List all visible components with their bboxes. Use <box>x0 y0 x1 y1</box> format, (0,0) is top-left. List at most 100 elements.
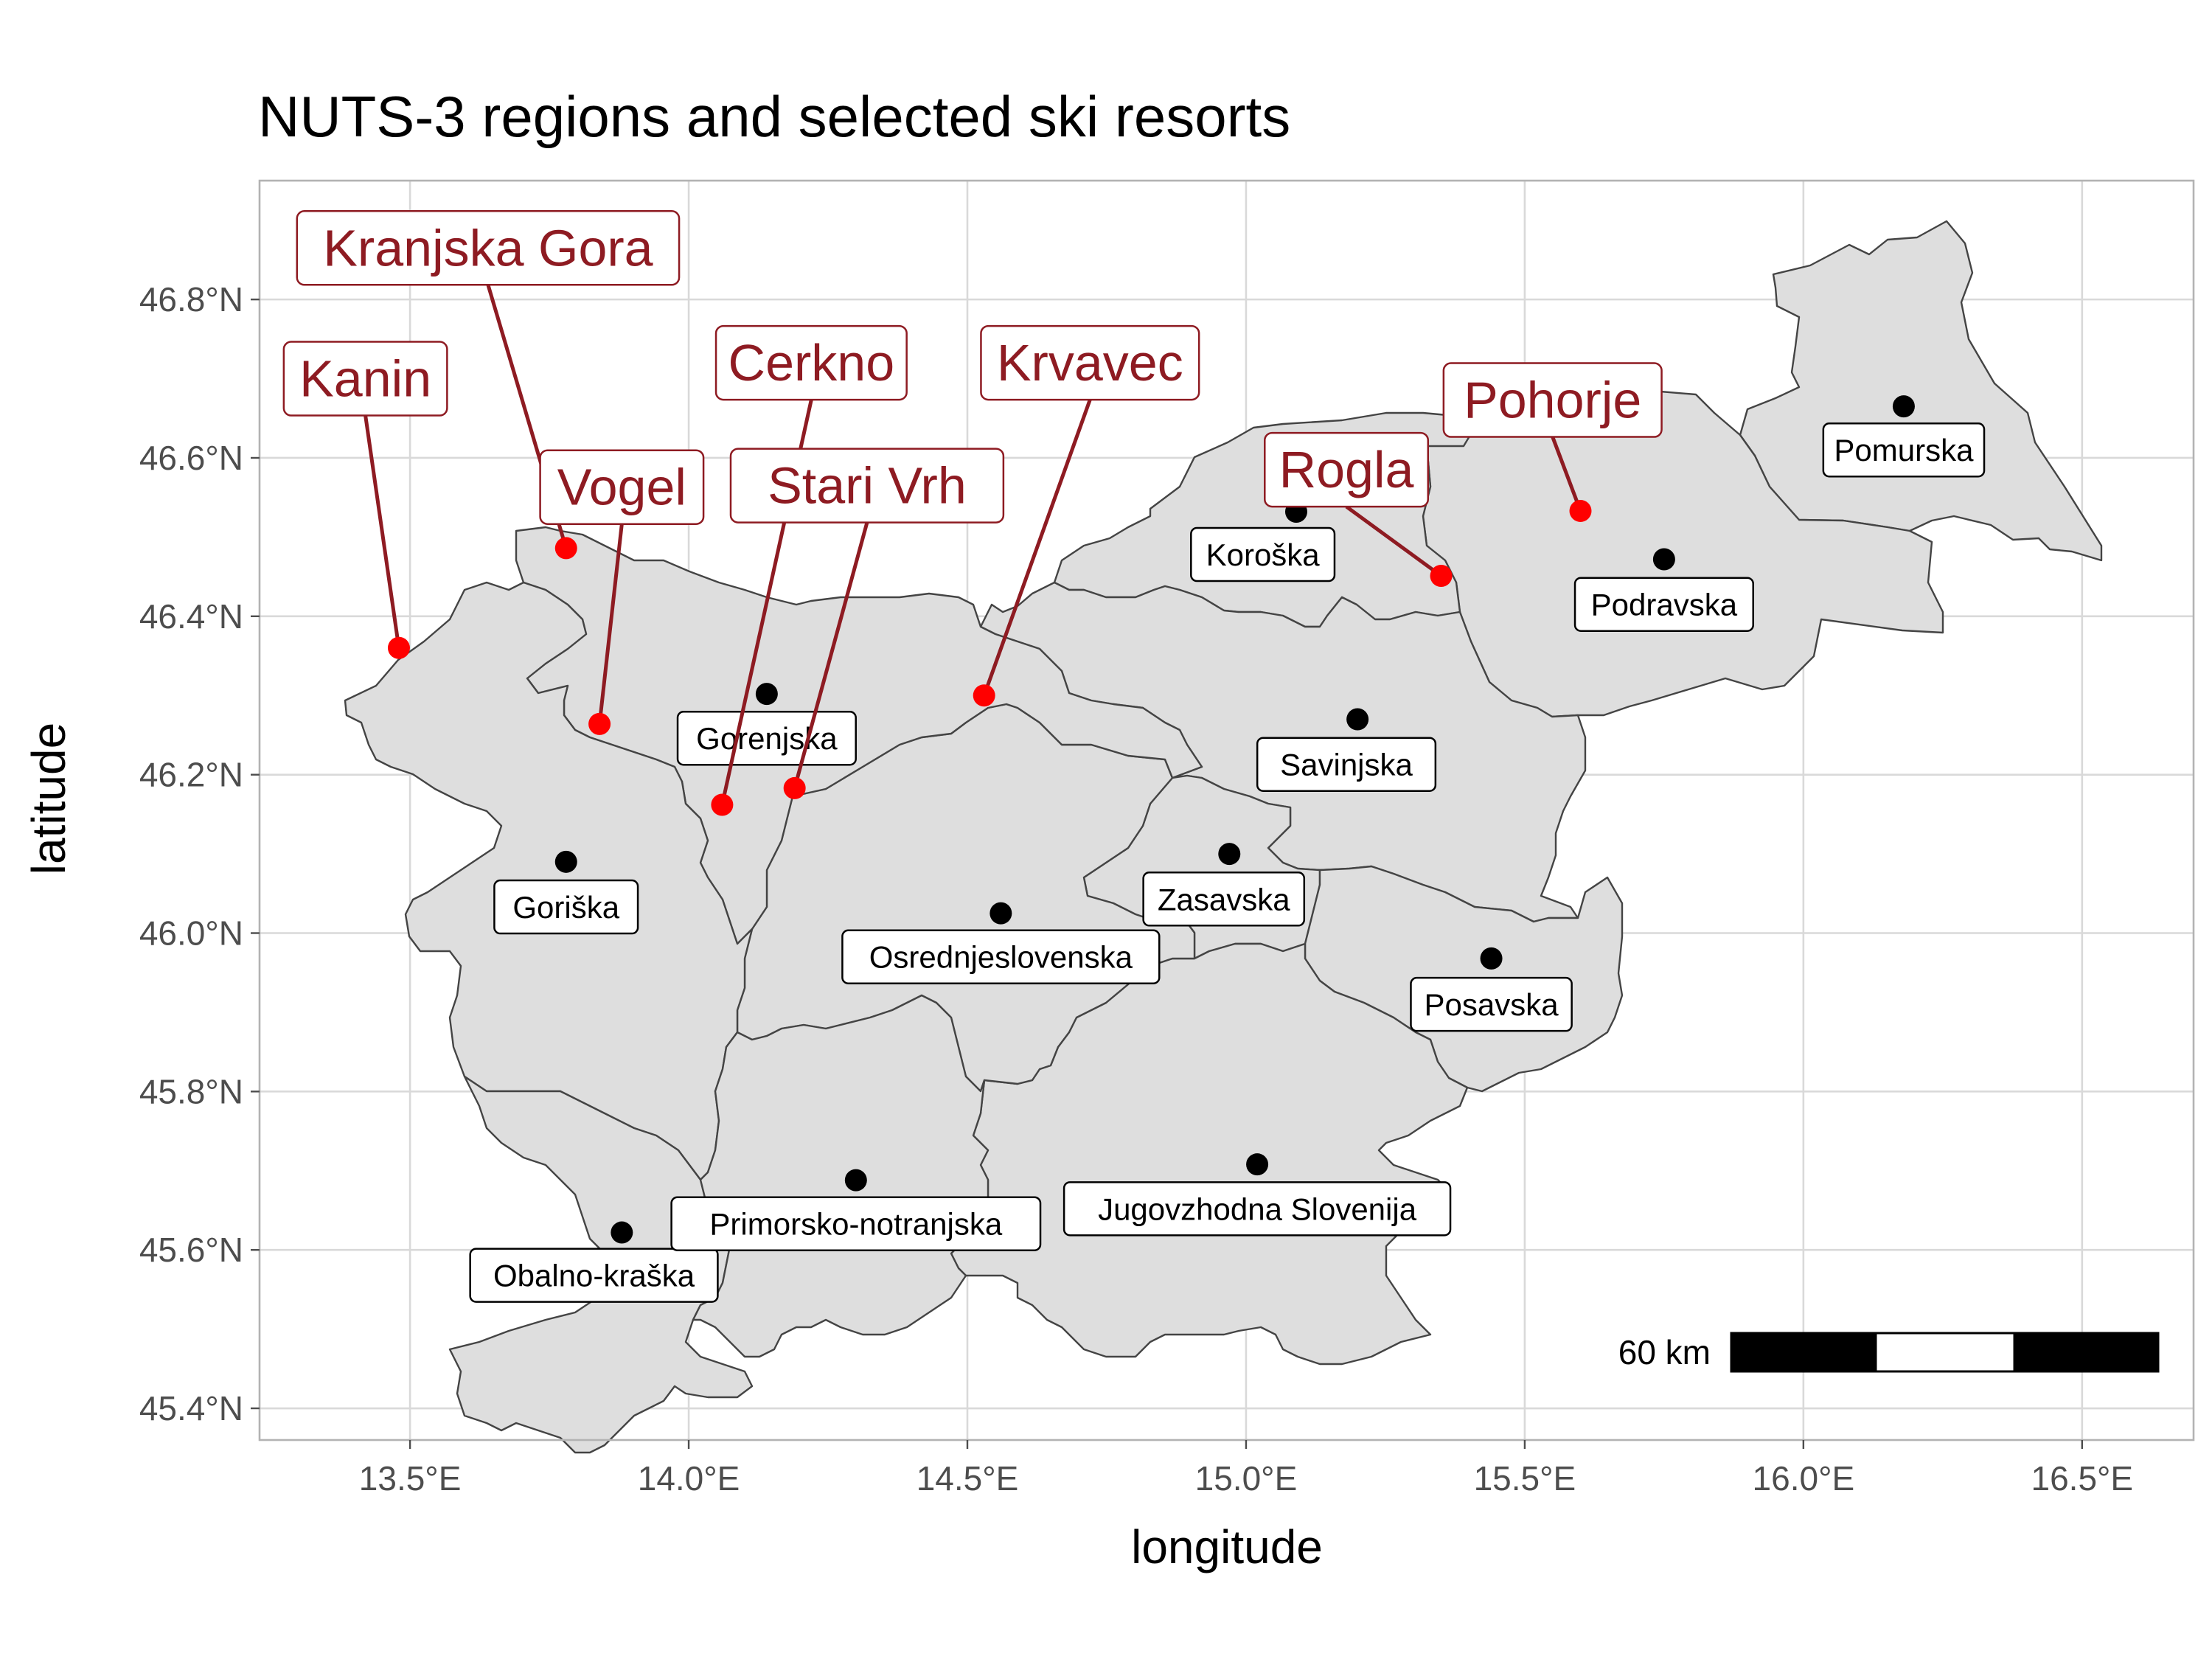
region-centroids <box>554 395 1915 1244</box>
centroid-posavska <box>1480 947 1503 970</box>
region-label-text: Jugovzhodna Slovenija <box>1098 1192 1417 1226</box>
resort-point <box>554 537 577 560</box>
y-tick-label: 46.6°N <box>139 439 243 477</box>
resort-point <box>711 793 734 816</box>
resort-connector <box>1345 505 1442 578</box>
y-tick-label: 45.8°N <box>139 1072 243 1110</box>
resort-label-box <box>539 449 705 525</box>
region-label-box <box>670 1196 1042 1251</box>
resort-connector <box>364 415 401 649</box>
resort-connector <box>982 399 1092 697</box>
resort-label-box <box>714 324 908 401</box>
region-label-text: Savinjska <box>1280 748 1413 782</box>
resort-label-box <box>729 448 1005 524</box>
resort-label-text: Kanin <box>299 350 431 408</box>
x-tick-label: 16.0°E <box>1753 1459 1855 1498</box>
resort-krvavec: Krvavec <box>973 324 1200 707</box>
x-tick-label: 14.5°E <box>917 1459 1019 1498</box>
region-label-text: Obalno-kraška <box>493 1259 695 1293</box>
region-label-box <box>1573 577 1754 632</box>
scale-bar-label: 60 km <box>1618 1333 1711 1371</box>
resort-point <box>783 776 806 799</box>
resort-point <box>588 712 611 735</box>
region-label-goriska: Goriška <box>493 879 639 935</box>
ski-resorts: Kranjska Gora Kanin Vogel Cerkno Stari Vrh Kr… <box>282 210 1663 816</box>
region-label-text: Koroška <box>1206 538 1321 572</box>
region-label-box <box>469 1248 719 1303</box>
y-tick-label: 46.4°N <box>139 597 243 636</box>
resort-label-text: Pohorje <box>1464 372 1641 429</box>
resort-connector <box>1551 436 1582 512</box>
resort-label-box <box>296 210 681 286</box>
x-axis-ticks: 13.5°E 14.0°E 14.5°E 15.0°E 15.5°E 16.0°E 16.5… <box>359 1440 2133 1498</box>
centroid-jugovzhodna-slovenija <box>1246 1153 1269 1176</box>
centroid-primorsko-notranjska <box>844 1169 867 1192</box>
region-polygons <box>344 220 2103 1454</box>
region-label-text: Pomurska <box>1834 433 1974 467</box>
resort-rogla: Rogla <box>1264 431 1453 588</box>
region-label-box <box>1822 422 1986 478</box>
region-label-text: Gorenjska <box>696 721 838 756</box>
region-label-text: Posavska <box>1425 987 1559 1022</box>
region-jugovzhodna-slovenija <box>950 942 1469 1366</box>
x-tick-label: 13.5°E <box>359 1459 462 1498</box>
resort-point <box>973 684 995 707</box>
y-tick-label: 45.4°N <box>139 1389 243 1427</box>
panel-border <box>258 179 2195 1441</box>
region-label-box <box>1142 872 1306 927</box>
centroid-savinjska <box>1346 708 1369 731</box>
y-axis-ticks: 45.4°N 45.6°N 45.8°N 46.0°N 46.2°N 46.4°N 46.6… <box>139 280 260 1427</box>
resort-label-text: Krvavec <box>997 334 1183 392</box>
y-tick-label: 45.6°N <box>139 1231 243 1269</box>
resort-vogel: Vogel <box>539 449 705 735</box>
resort-label-box <box>282 341 448 417</box>
region-label-primorsko-notranjska: Primorsko-notranjska <box>670 1196 1042 1251</box>
resort-label-text: Vogel <box>557 459 686 516</box>
resort-label-box <box>980 324 1200 401</box>
region-label-box <box>1062 1181 1452 1237</box>
centroid-osrednjeslovenska <box>990 902 1012 925</box>
region-label-box <box>1190 526 1336 582</box>
region-primorsko-notranjska <box>692 994 990 1358</box>
region-label-podravska: Podravska <box>1573 577 1754 632</box>
resort-connector <box>793 521 869 789</box>
centroid-gorenjska <box>755 683 778 706</box>
region-label-box <box>1410 976 1573 1032</box>
resort-label-box <box>1264 431 1430 508</box>
region-label-gorenjska: Gorenjska <box>676 710 857 766</box>
resort-kranjska-gora: Kranjska Gora <box>296 210 681 560</box>
resort-label-box <box>1442 362 1663 438</box>
region-label-text: Zasavska <box>1158 882 1290 917</box>
region-label-text: Primorsko-notranjska <box>709 1207 1002 1242</box>
region-label-obalno-kraska: Obalno-kraška <box>469 1248 719 1303</box>
region-label-koroska: Koroška <box>1190 526 1336 582</box>
region-label-savinjska: Savinjska <box>1256 737 1437 792</box>
x-axis-title: longitude <box>1131 1520 1323 1573</box>
region-label-box <box>493 879 639 935</box>
region-label-box <box>1256 737 1437 792</box>
region-label-posavska: Posavska <box>1410 976 1573 1032</box>
y-axis-title: latitude <box>22 723 75 874</box>
resort-label-text: Kranjska Gora <box>323 219 653 276</box>
region-label-jugovzhodna-slovenija: Jugovzhodna Slovenija <box>1062 1181 1452 1237</box>
scale-bar-segment-3 <box>2013 1332 2160 1373</box>
x-tick-label: 16.5°E <box>2031 1459 2134 1498</box>
x-tick-label: 14.0°E <box>638 1459 740 1498</box>
region-pomurska <box>1739 220 2103 562</box>
region-labels: Pomurska Podravska Koroška Savinjska Zasavsk… <box>469 422 1986 1303</box>
resort-label-text: Rogla <box>1279 441 1414 498</box>
resort-cerkno: Cerkno <box>711 324 908 816</box>
region-label-pomurska: Pomurska <box>1822 422 1986 478</box>
resort-label-text: Stari Vrh <box>768 457 967 515</box>
y-tick-label: 46.0°N <box>139 914 243 953</box>
y-tick-label: 46.2°N <box>139 756 243 794</box>
scale-bar: 60 km <box>1618 1332 2160 1373</box>
centroid-zasavska <box>1218 843 1241 866</box>
resort-connector <box>597 524 624 725</box>
region-label-zasavska: Zasavska <box>1142 872 1306 927</box>
centroid-obalno-kraska <box>611 1221 633 1244</box>
resort-point <box>1569 499 1592 522</box>
x-tick-label: 15.5°E <box>1474 1459 1576 1498</box>
resort-kanin: Kanin <box>282 341 448 659</box>
